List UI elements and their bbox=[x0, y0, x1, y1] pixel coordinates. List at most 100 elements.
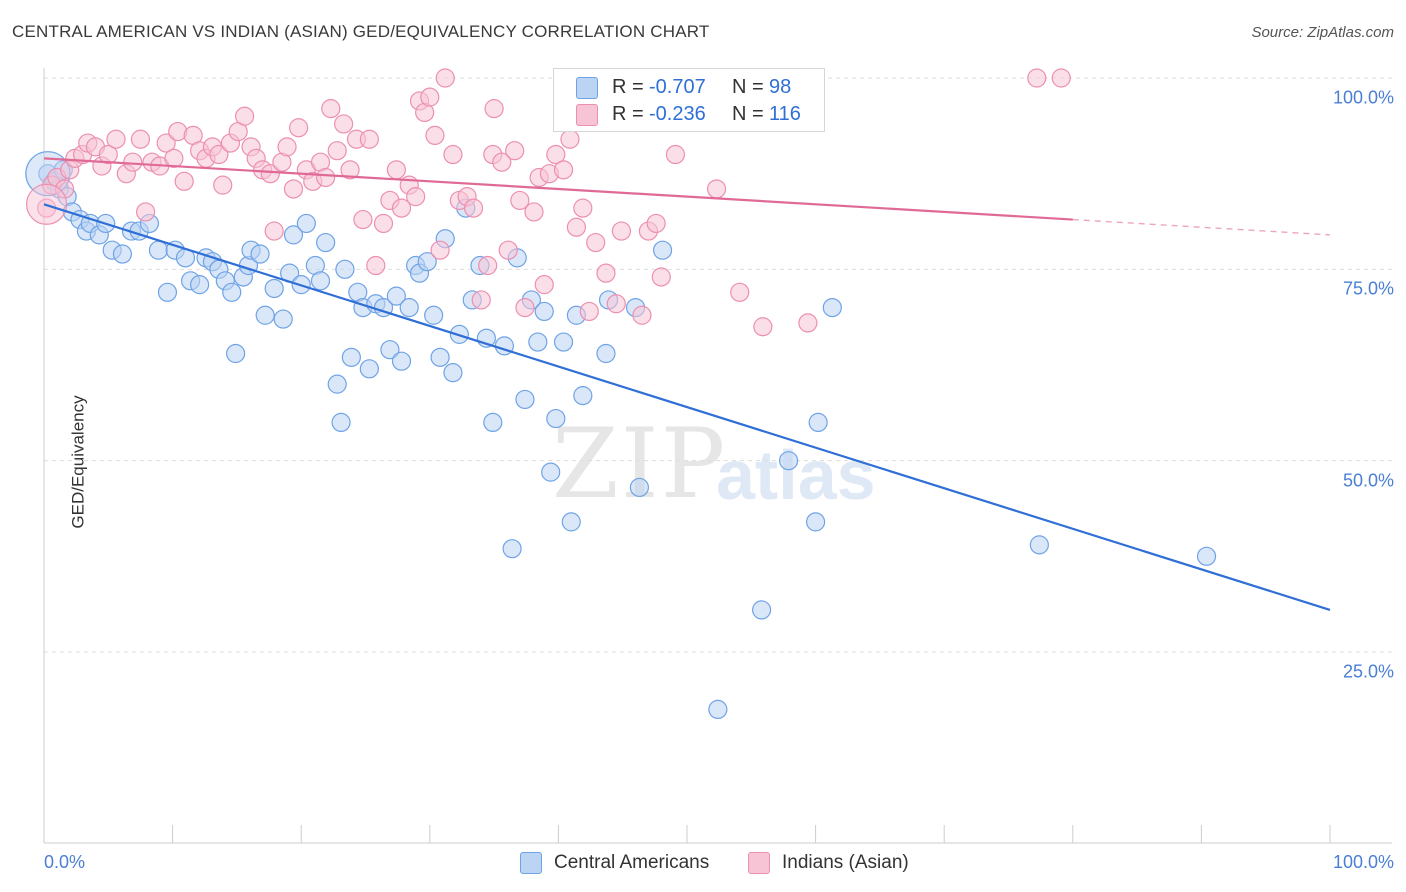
data-point bbox=[646, 213, 666, 234]
data-point bbox=[399, 298, 419, 318]
data-point bbox=[435, 68, 455, 88]
trend-lines bbox=[43, 157, 1331, 611]
y-tick-label: 25.0% bbox=[1342, 661, 1394, 682]
data-point bbox=[515, 389, 535, 410]
data-point bbox=[341, 347, 361, 367]
data-point bbox=[106, 129, 126, 149]
data-point bbox=[798, 313, 818, 333]
y-tick-label: 75.0% bbox=[1342, 278, 1394, 299]
data-point bbox=[778, 451, 799, 471]
y-tick-label: 50.0% bbox=[1342, 470, 1394, 491]
data-point bbox=[808, 412, 828, 432]
data-point bbox=[463, 198, 484, 218]
data-point bbox=[430, 240, 450, 260]
data-point bbox=[424, 305, 444, 325]
series-indians-asian bbox=[25, 68, 1071, 337]
data-point bbox=[335, 259, 355, 279]
data-point bbox=[406, 187, 426, 207]
stat-n-label: N = bbox=[732, 75, 764, 98]
data-point bbox=[222, 282, 242, 302]
legend-label: Central Americans bbox=[554, 852, 710, 873]
data-point bbox=[651, 267, 671, 287]
data-point bbox=[283, 179, 304, 199]
data-point bbox=[515, 298, 535, 318]
stats-row-pink: R = -0.236 N = 116 bbox=[554, 101, 824, 127]
data-point bbox=[425, 125, 445, 145]
data-point bbox=[417, 252, 437, 272]
data-point bbox=[250, 244, 270, 264]
data-point bbox=[510, 190, 530, 211]
data-point bbox=[534, 301, 554, 322]
legend-item-central-americans[interactable]: Central Americans bbox=[520, 852, 709, 874]
data-point bbox=[130, 129, 151, 149]
data-point bbox=[443, 144, 463, 165]
data-point bbox=[665, 144, 686, 165]
legend-item-indians-asian[interactable]: Indians (Asian) bbox=[748, 852, 909, 874]
data-point bbox=[706, 179, 727, 199]
legend-label: Indians (Asian) bbox=[782, 852, 909, 873]
trend-line bbox=[43, 157, 1073, 221]
data-point bbox=[652, 240, 673, 260]
data-point bbox=[560, 129, 580, 149]
source-label: Source: ZipAtlas.com bbox=[1251, 24, 1394, 41]
data-point bbox=[112, 244, 133, 264]
data-point bbox=[502, 539, 522, 559]
stat-r-value: -0.707 bbox=[649, 75, 706, 98]
blue-swatch-icon bbox=[576, 77, 598, 99]
data-point bbox=[566, 217, 587, 237]
data-point bbox=[484, 99, 504, 119]
data-point bbox=[235, 106, 255, 126]
data-point bbox=[420, 87, 440, 107]
data-point bbox=[277, 137, 297, 157]
stats-row-blue: R = -0.707 N = 98 bbox=[554, 74, 824, 100]
data-point bbox=[327, 141, 347, 161]
data-point bbox=[505, 141, 525, 161]
data-point bbox=[391, 198, 412, 218]
data-point bbox=[586, 232, 606, 253]
data-point bbox=[331, 412, 351, 432]
trend-line bbox=[43, 203, 1331, 611]
data-point bbox=[148, 240, 169, 260]
data-point bbox=[573, 198, 593, 218]
data-point bbox=[561, 512, 581, 532]
data-point bbox=[730, 282, 750, 302]
data-point bbox=[391, 351, 412, 371]
pink-swatch-icon bbox=[748, 852, 770, 874]
data-point bbox=[546, 408, 566, 429]
data-point bbox=[553, 332, 574, 352]
data-point bbox=[98, 144, 118, 165]
stat-r-label: R = bbox=[612, 102, 644, 125]
data-point bbox=[805, 512, 826, 532]
pink-swatch-icon bbox=[576, 104, 598, 126]
data-point bbox=[353, 209, 373, 230]
data-point bbox=[611, 221, 632, 241]
data-point bbox=[340, 160, 360, 180]
data-point bbox=[327, 374, 347, 394]
data-point bbox=[283, 225, 304, 245]
data-point bbox=[264, 221, 284, 241]
data-point bbox=[1027, 68, 1047, 88]
chart-title: CENTRAL AMERICAN VS INDIAN (ASIAN) GED/E… bbox=[12, 22, 710, 41]
data-point bbox=[498, 240, 518, 260]
data-point bbox=[316, 167, 336, 188]
data-point bbox=[157, 282, 178, 302]
data-point bbox=[316, 232, 336, 253]
data-point bbox=[359, 359, 379, 379]
data-point bbox=[596, 263, 616, 283]
data-point bbox=[264, 278, 284, 299]
data-point bbox=[174, 171, 194, 191]
data-point bbox=[334, 114, 354, 134]
data-point bbox=[541, 462, 561, 482]
x-tick-max: 100.0% bbox=[1332, 852, 1394, 872]
data-point bbox=[596, 343, 616, 364]
data-point bbox=[1196, 546, 1217, 566]
data-point bbox=[260, 164, 280, 184]
data-point bbox=[213, 175, 233, 195]
data-point bbox=[478, 255, 498, 276]
data-point bbox=[822, 298, 842, 318]
data-point bbox=[528, 332, 548, 352]
data-point bbox=[310, 271, 331, 291]
stat-n-value: 116 bbox=[769, 102, 801, 125]
data-point bbox=[430, 347, 450, 367]
